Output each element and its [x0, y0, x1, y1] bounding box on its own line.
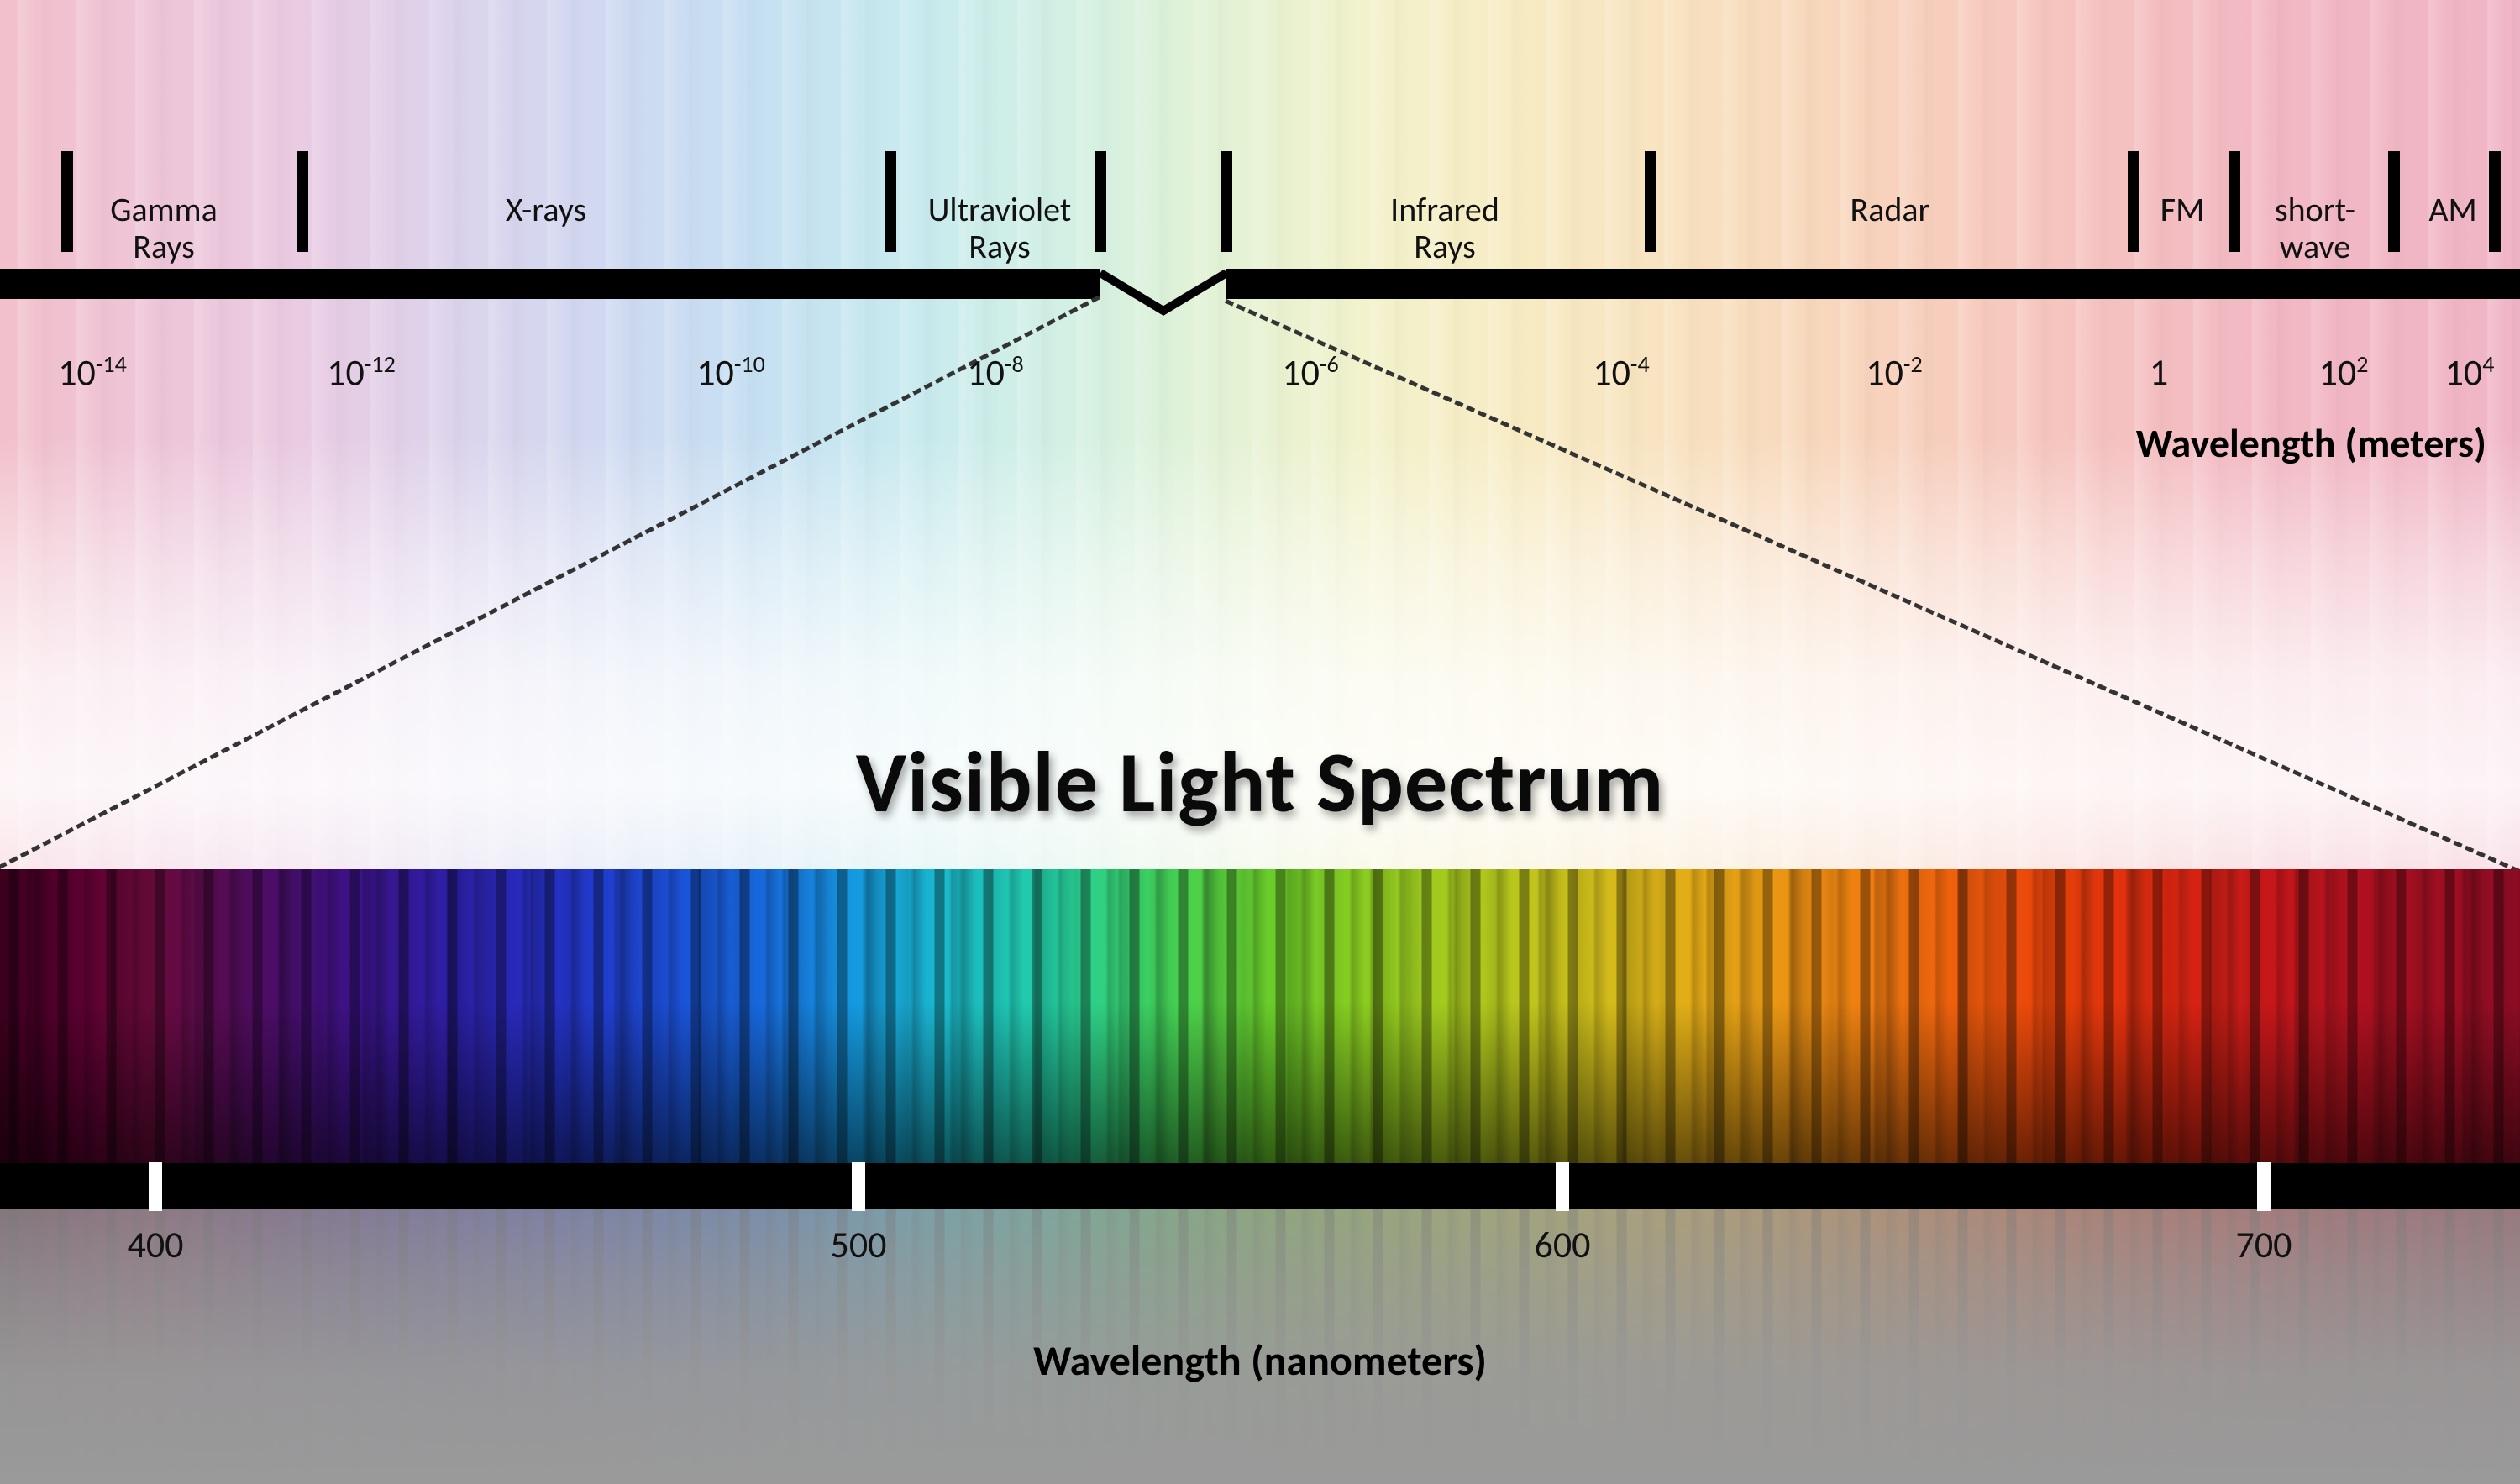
main-title: Visible Light Spectrum [856, 731, 1664, 835]
spectrum-diagram: Wavelength (meters) Visible Light Spectr… [0, 0, 2520, 1484]
em-band-label: AM [2428, 191, 2476, 228]
em-wavelength-tick-label: 10-2 [1866, 349, 1922, 396]
em-band-label: Infrared Rays [1390, 191, 1499, 265]
visible-tick-label: 700 [2236, 1222, 2292, 1267]
visible-spectrum-bottom-shade [0, 869, 2520, 1163]
visible-spectrum-strip [0, 869, 2520, 1163]
visible-gap-notch [1100, 269, 1226, 319]
em-axis-bar-right [1226, 269, 2520, 299]
em-band-label: Radar [1851, 191, 1930, 228]
em-band-label: Gamma Rays [110, 191, 217, 265]
em-wavelength-tick-label: 10-14 [58, 349, 127, 396]
visible-tick [2257, 1162, 2271, 1211]
em-wavelength-tick-label: 10-8 [967, 349, 1023, 396]
visible-tick-label: 400 [128, 1222, 184, 1267]
em-wavelength-tick-label: 102 [2319, 349, 2369, 396]
em-wavelength-tick-label: 10-10 [696, 349, 765, 396]
visible-tick [1556, 1162, 1569, 1211]
em-band-label: X-rays [506, 191, 586, 228]
em-band-divider [2489, 151, 2501, 252]
visible-tick-label: 600 [1535, 1222, 1591, 1267]
em-band-divider [1221, 151, 1232, 252]
em-band-divider [2229, 151, 2240, 252]
em-band-label: FM [2160, 191, 2205, 228]
em-band-divider [885, 151, 896, 252]
em-band-label: short- wave [2275, 191, 2355, 265]
visible-tick [852, 1162, 865, 1211]
em-band-divider [61, 151, 73, 252]
em-axis-bar-left [0, 269, 1100, 299]
visible-axis-title: Wavelength (nanometers) [1033, 1335, 1487, 1387]
em-wavelength-tick-label: 1 [2150, 349, 2168, 395]
em-wavelength-tick-label: 10-4 [1593, 349, 1649, 396]
em-band-divider [297, 151, 308, 252]
em-wavelength-tick-label: 104 [2445, 349, 2495, 396]
visible-tick-label: 500 [831, 1222, 887, 1267]
em-band-divider [2128, 151, 2139, 252]
em-axis-title: Wavelength (meters) [2136, 418, 2486, 468]
em-band-divider [1095, 151, 1106, 252]
em-wavelength-tick-label: 10-12 [327, 349, 396, 396]
em-wavelength-tick-label: 10-6 [1282, 349, 1338, 396]
em-band-divider [2388, 151, 2400, 252]
em-band-divider [1645, 151, 1656, 252]
em-band-label: Ultraviolet Rays [928, 191, 1071, 265]
visible-axis-bar [0, 1163, 2520, 1209]
visible-tick [149, 1162, 162, 1211]
